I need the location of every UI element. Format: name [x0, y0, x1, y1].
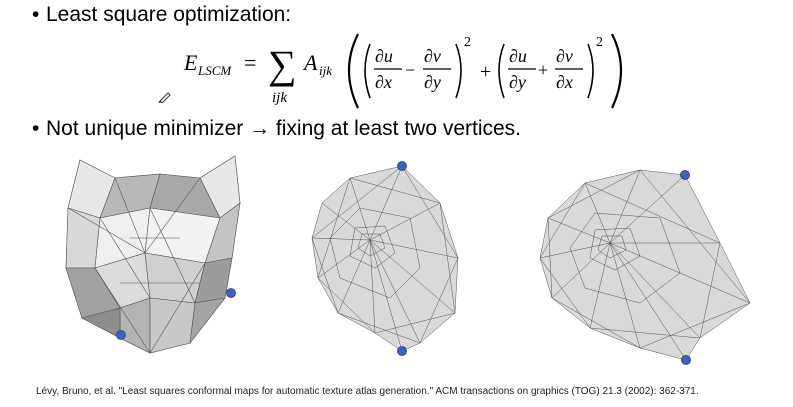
exp-1: 2: [464, 35, 471, 50]
cat-head-mesh: [65, 155, 241, 354]
bullet-not-unique: • Not unique minimizer → fixing at least …: [32, 117, 521, 141]
paren-right-1: [455, 43, 462, 99]
paren-left-2: [498, 43, 505, 99]
pin-vertex: [680, 170, 690, 180]
formula-coef: A: [302, 50, 318, 75]
formula-lhs-var: E: [183, 50, 198, 75]
pen-cursor-icon: [158, 90, 172, 108]
bullet-text: Not unique minimizer → fixing at least t…: [46, 117, 522, 140]
bullet-dot: •: [32, 117, 40, 140]
bullet-least-square: • Least square optimization:: [32, 3, 291, 27]
citation: Lévy, Bruno, et al. "Least squares confo…: [36, 386, 699, 397]
t2a-den: ∂y: [509, 72, 526, 92]
lscm-formula: E LSCM = ∑ ijk A ijk ∂u ∂x − ∂v ∂y 2 + ∂…: [180, 28, 640, 112]
t1a-num: ∂u: [375, 46, 393, 66]
paren-right-2: [587, 43, 594, 99]
formula-sum-index: ijk: [272, 90, 287, 106]
pin-vertex: [116, 330, 126, 340]
formula-minus: −: [405, 60, 415, 80]
figures-row: [0, 148, 793, 368]
bullet-dot: •: [32, 3, 40, 26]
t1b-num: ∂v: [424, 46, 441, 66]
formula-lhs-sub: LSCM: [197, 63, 232, 78]
t2b-num: ∂v: [556, 46, 573, 66]
t1a-den: ∂x: [375, 72, 392, 92]
exp-2: 2: [596, 35, 603, 50]
t2b-den: ∂x: [556, 72, 573, 92]
flattened-mesh-lscm: [311, 165, 459, 352]
flattened-mesh-variant: [539, 169, 751, 361]
outer-paren-left: [348, 33, 359, 109]
formula-equals: =: [244, 50, 256, 75]
formula-plus-2: +: [538, 60, 548, 80]
pin-vertex: [226, 288, 236, 298]
pin-vertex: [397, 161, 407, 171]
formula-coef-sub: ijk: [319, 63, 332, 78]
pin-vertex: [397, 346, 407, 356]
formula-plus-1: +: [480, 61, 491, 83]
pin-vertex: [681, 355, 691, 365]
formula-sum: ∑: [268, 42, 297, 87]
paren-left-1: [364, 43, 371, 99]
t1b-den: ∂y: [424, 72, 441, 92]
t2a-num: ∂u: [509, 46, 527, 66]
outer-paren-right: [611, 33, 622, 109]
bullet-text: Least square optimization:: [46, 3, 292, 26]
